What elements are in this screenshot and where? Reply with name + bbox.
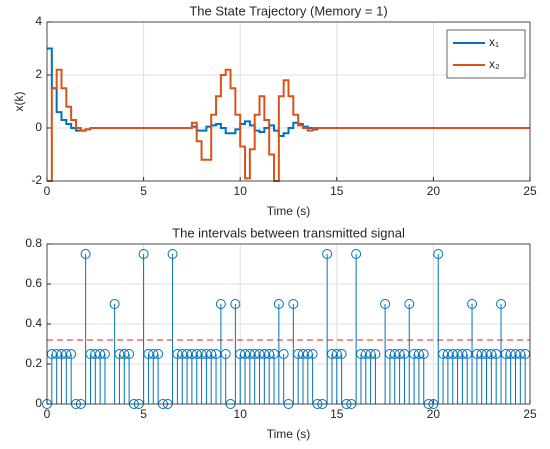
stem-marker <box>404 299 415 309</box>
series-line <box>47 68 530 182</box>
x-tick-label: 5 <box>140 407 147 421</box>
y-tick-label: 0.8 <box>25 236 42 250</box>
stem-marker <box>80 249 91 259</box>
legend-box <box>446 29 526 79</box>
stem-marker <box>433 249 444 259</box>
stem-marker <box>370 349 381 359</box>
stem-marker <box>418 349 429 359</box>
y-tick-label: 0.2 <box>25 356 42 370</box>
axes-box <box>46 21 531 182</box>
stem-marker <box>322 249 333 259</box>
x-tick-label: 20 <box>427 407 441 421</box>
y-tick-label: 0 <box>35 120 42 134</box>
axes-box <box>46 243 531 405</box>
stem-marker <box>230 299 241 309</box>
chart-title: The intervals between transmitted signal <box>172 225 405 240</box>
stem-marker <box>124 349 135 359</box>
legend-label: x₂ <box>489 57 500 71</box>
stem-marker <box>278 349 289 359</box>
stem-marker <box>99 349 110 359</box>
x-tick-label: 20 <box>427 184 441 198</box>
stem-marker <box>215 299 226 309</box>
stem-marker <box>288 299 299 309</box>
stem-marker <box>467 299 478 309</box>
x-tick-label: 25 <box>523 184 537 198</box>
x-axis-label: Time (s) <box>267 427 311 441</box>
x-tick-label: 5 <box>140 184 147 198</box>
x-tick-label: 25 <box>523 407 537 421</box>
y-axis-label: x(k) <box>12 92 26 112</box>
stem-marker <box>380 299 391 309</box>
x-tick-label: 15 <box>330 407 344 421</box>
y-tick-label: 0 <box>35 396 42 410</box>
stem-marker <box>307 349 318 359</box>
stem-marker <box>167 249 178 259</box>
x-tick-label: 10 <box>234 407 248 421</box>
legend-label: x₁ <box>489 35 499 49</box>
x-tick-label: 0 <box>44 407 51 421</box>
y-tick-label: -2 <box>31 173 42 187</box>
y-tick-label: 4 <box>35 14 42 28</box>
stem-marker <box>336 349 347 359</box>
x-tick-label: 0 <box>44 184 51 198</box>
y-tick-label: 0.4 <box>25 316 42 330</box>
stem-marker <box>496 299 507 309</box>
stem-marker <box>220 349 231 359</box>
y-tick-label: 2 <box>35 67 42 81</box>
x-axis-label: Time (s) <box>267 204 311 218</box>
y-tick-label: 0.6 <box>25 276 42 290</box>
x-tick-label: 15 <box>330 184 344 198</box>
stem-marker <box>109 299 120 309</box>
x-tick-label: 10 <box>234 184 248 198</box>
stem-marker <box>351 249 362 259</box>
chart-title: The State Trajectory (Memory = 1) <box>189 3 387 18</box>
stem-marker <box>66 349 77 359</box>
stem-marker <box>273 299 284 309</box>
stem-marker <box>138 249 149 259</box>
stem-marker <box>153 349 164 359</box>
